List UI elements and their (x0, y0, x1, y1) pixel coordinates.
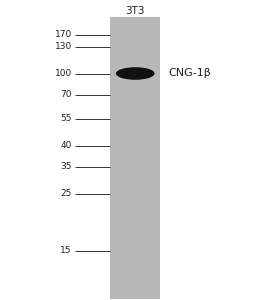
Text: 40: 40 (60, 141, 72, 150)
Text: 100: 100 (55, 69, 72, 78)
Text: 25: 25 (60, 189, 72, 198)
Bar (110, 16, 160, 298)
Text: 70: 70 (60, 90, 72, 99)
Text: 55: 55 (60, 114, 72, 123)
Ellipse shape (116, 67, 155, 80)
Text: 15: 15 (60, 246, 72, 255)
Text: CNG-1β: CNG-1β (168, 68, 211, 79)
Text: 35: 35 (60, 162, 72, 171)
Text: 130: 130 (55, 42, 72, 51)
Text: 3T3: 3T3 (126, 5, 145, 16)
Text: 170: 170 (55, 30, 72, 39)
